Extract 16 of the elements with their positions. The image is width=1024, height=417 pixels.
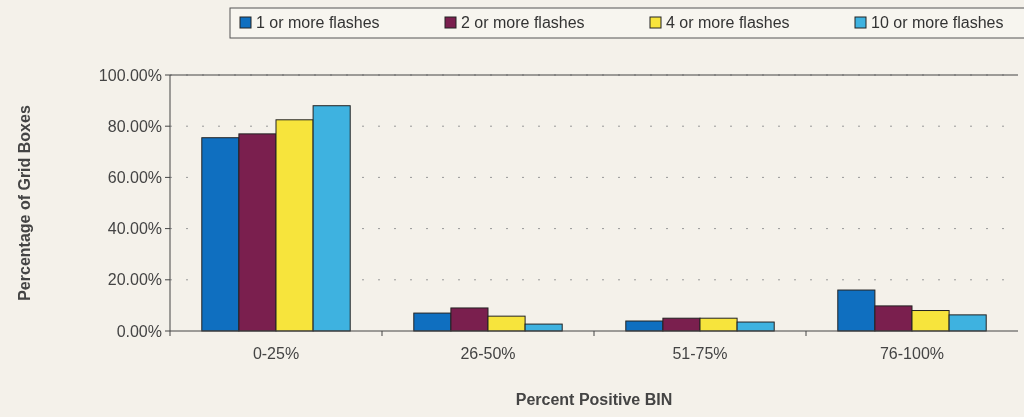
y-tick-label: 100.00% [98, 66, 162, 84]
legend-label: 1 or more flashes [256, 14, 380, 31]
x-tick-label: 51-75% [672, 345, 728, 362]
x-tick-label: 76-100% [879, 345, 945, 362]
x-tick-label: 0-25% [252, 345, 300, 362]
y-tick-label: 20.00% [107, 271, 162, 289]
y-axis-title: Percentage of Grid Boxes [16, 105, 33, 301]
y-tick-label: 40.00% [107, 220, 162, 238]
y-tick-label: 80.00% [107, 117, 162, 135]
legend-label: 4 or more flashes [666, 14, 790, 31]
y-tick-label: 60.00% [107, 169, 162, 186]
x-tick-label: 26-50% [460, 345, 516, 362]
x-axis-title: Percent Positive BIN [515, 391, 673, 408]
legend-label: 10 or more flashes [871, 14, 1004, 31]
y-tick-label: 0.00% [116, 322, 162, 340]
legend-label: 2 or more flashes [461, 14, 585, 31]
